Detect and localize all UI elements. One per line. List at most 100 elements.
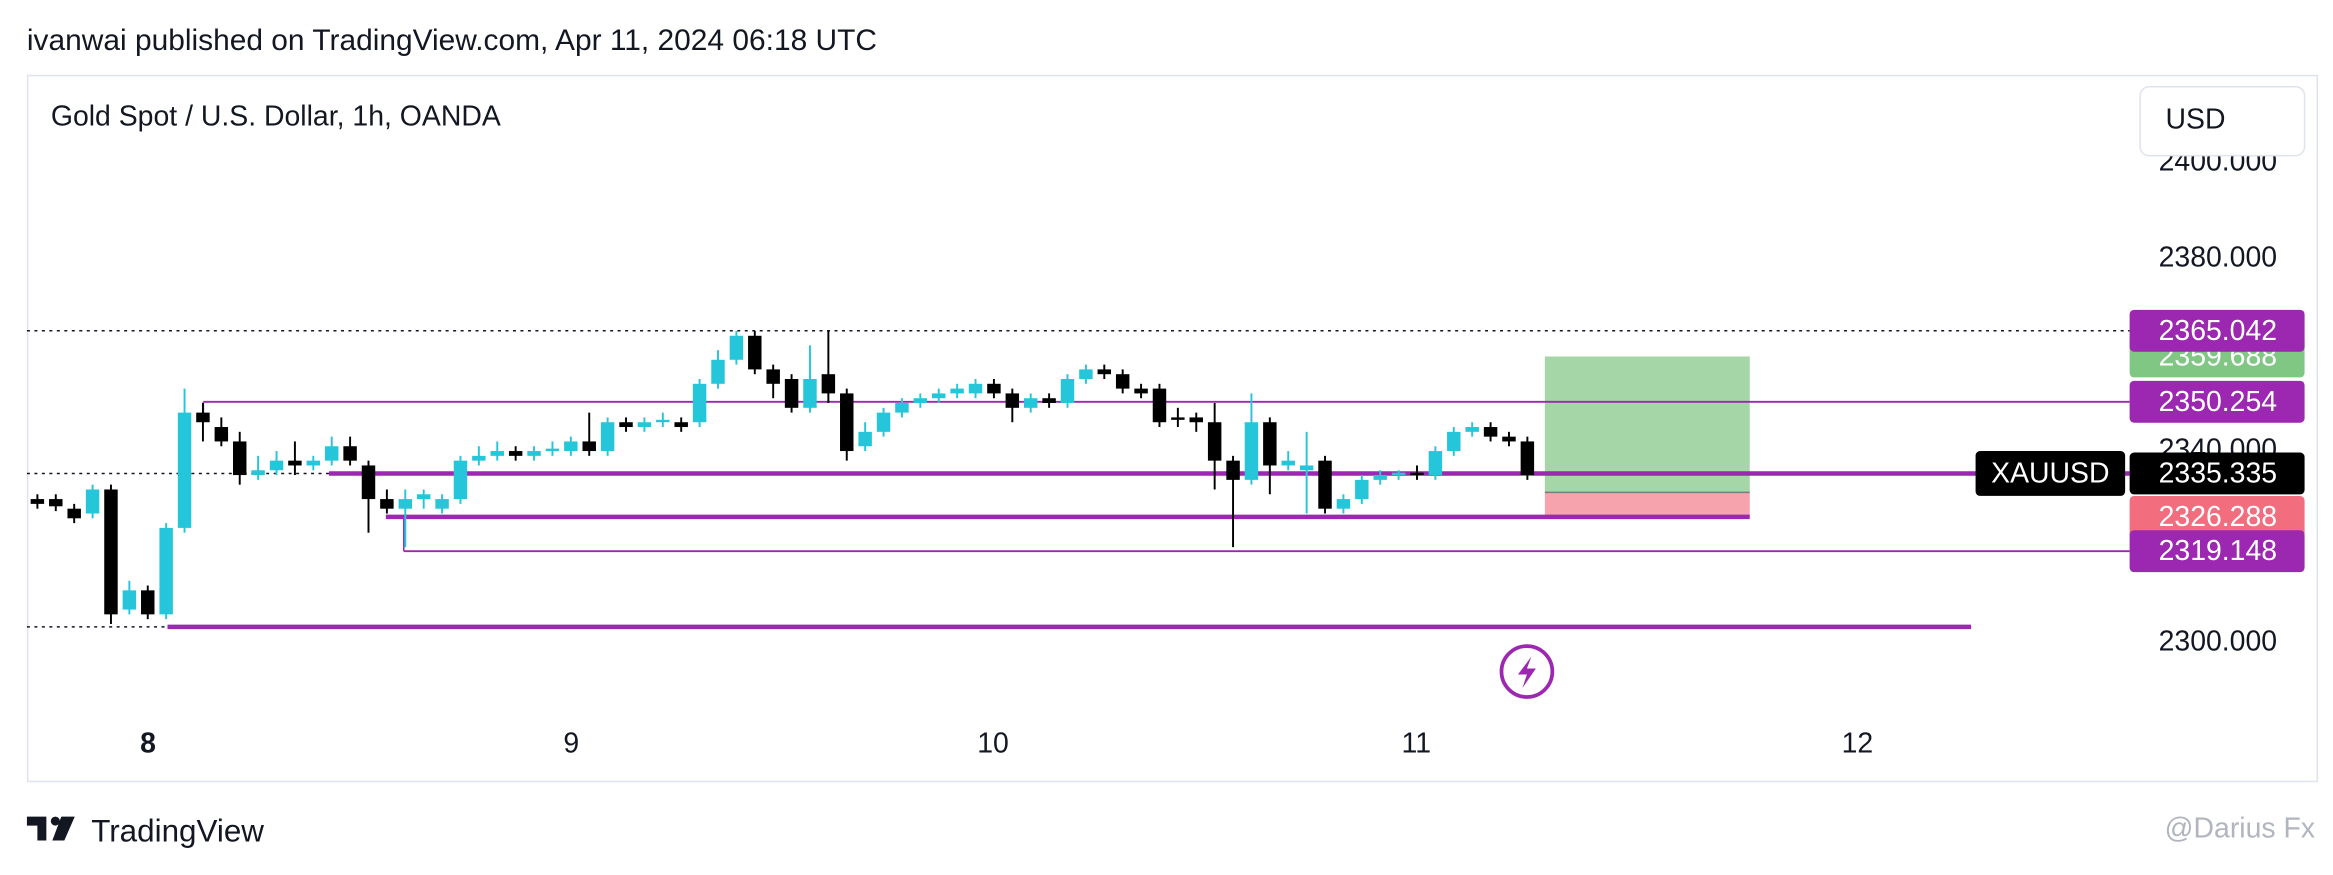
candle-body: [508, 451, 523, 456]
logo-part: [26, 816, 47, 841]
candle-body: [1244, 422, 1259, 480]
x-tick-label: 12: [1842, 727, 1874, 759]
candle-body: [85, 489, 100, 514]
candle-body: [269, 460, 284, 471]
candle-body: [1263, 422, 1277, 466]
candle-body: [784, 378, 799, 408]
candle-body: [1355, 479, 1369, 500]
candle-body: [821, 374, 836, 394]
candle-body: [1520, 441, 1535, 476]
candle-body: [122, 590, 137, 610]
candle-body: [1428, 451, 1443, 476]
overlay: 2359.6882326.2882365.0422350.2542319.148…: [1975, 309, 2305, 573]
candle-body: [1502, 436, 1516, 442]
candle-body: [711, 359, 725, 384]
logo-part: [52, 816, 75, 841]
candle-body: [876, 412, 891, 432]
loss-zone: [1544, 492, 1750, 517]
candle-body: [361, 465, 376, 500]
candle-body: [1171, 417, 1185, 420]
x-tick-label: 11: [1402, 727, 1432, 759]
x-tick-label: 8: [140, 727, 156, 759]
candle-body: [196, 412, 210, 423]
candle-body: [324, 446, 339, 461]
candle-body: [932, 393, 946, 399]
candle-body: [472, 455, 486, 461]
candle-body: [968, 383, 983, 394]
candle-body: [306, 460, 321, 466]
candle-body: [692, 383, 707, 423]
logo-part: [50, 816, 60, 826]
currency-button[interactable]: [2139, 86, 2306, 157]
candle-body: [1005, 393, 1020, 408]
chart-frame: [26, 74, 2319, 783]
level-label: 2365.042: [2159, 315, 2277, 347]
candle-body: [1318, 460, 1332, 509]
last-price-label: 2335.335: [2159, 457, 2277, 489]
candle-body: [1447, 431, 1461, 452]
candle-body: [1226, 460, 1240, 480]
stop-label: 2326.288: [2159, 501, 2277, 533]
candle-body: [582, 441, 596, 452]
candle-body: [159, 527, 173, 615]
candle-body: [858, 431, 872, 447]
candle-body: [748, 335, 762, 370]
lightning-glyph: [1517, 656, 1536, 688]
candle-body: [416, 494, 431, 500]
candle-body: [600, 422, 615, 452]
candle-body: [30, 499, 45, 504]
level-label-box: [2129, 309, 2305, 352]
candle-body: [177, 412, 192, 528]
candle-body: [435, 499, 449, 509]
candle-body: [1023, 398, 1038, 408]
candle-body: [950, 388, 964, 394]
candle-body: [1079, 369, 1093, 379]
candle-body: [251, 470, 265, 476]
x-tick-label: 10: [977, 727, 1009, 759]
candle-body: [987, 383, 1001, 394]
candle-body: [1207, 422, 1222, 461]
candle-body: [674, 422, 688, 428]
candle-body: [545, 448, 560, 452]
candle-body: [1060, 378, 1075, 404]
candle-body: [656, 419, 670, 423]
candle-body: [527, 451, 541, 456]
candle-body: [564, 441, 578, 452]
level-label-box: [2129, 530, 2305, 573]
symbol-box: [1975, 451, 2126, 496]
candle-body: [490, 451, 504, 456]
candle-body: [729, 335, 744, 360]
publisher: ivanwai published on TradingView.com, Ap…: [27, 24, 877, 57]
chart-title: Gold Spot / U.S. Dollar, 1h, OANDA: [51, 101, 501, 133]
stop-label-box: [2129, 495, 2305, 538]
candle-body: [67, 508, 81, 519]
candle-body: [214, 427, 229, 442]
candle-body: [1483, 427, 1498, 437]
watermark: @Darius Fx: [2165, 813, 2315, 845]
brand-logo: [26, 816, 75, 841]
candle-body: [619, 422, 633, 428]
candle-body: [1391, 472, 1406, 476]
candle-body: [288, 460, 302, 466]
profit-zone: [1544, 356, 1750, 493]
candle-body: [1373, 475, 1387, 480]
candle-body: [840, 393, 854, 452]
y-tick-label: 2300.000: [2159, 626, 2277, 658]
candle-body: [49, 499, 63, 507]
x-tick-label: 9: [563, 727, 579, 759]
candle-body: [380, 499, 394, 509]
candle-body: [104, 489, 118, 615]
candle-body: [766, 369, 780, 384]
candle-body: [141, 590, 155, 615]
level-label: 2319.148: [2159, 535, 2277, 567]
candle-body: [1336, 499, 1351, 509]
candle-body: [637, 422, 652, 428]
last-price-label-box: [2129, 452, 2305, 495]
candle-body: [1134, 388, 1148, 394]
candle-body: [1410, 472, 1424, 476]
candle-body: [1152, 388, 1167, 423]
candle-body: [1465, 427, 1479, 432]
